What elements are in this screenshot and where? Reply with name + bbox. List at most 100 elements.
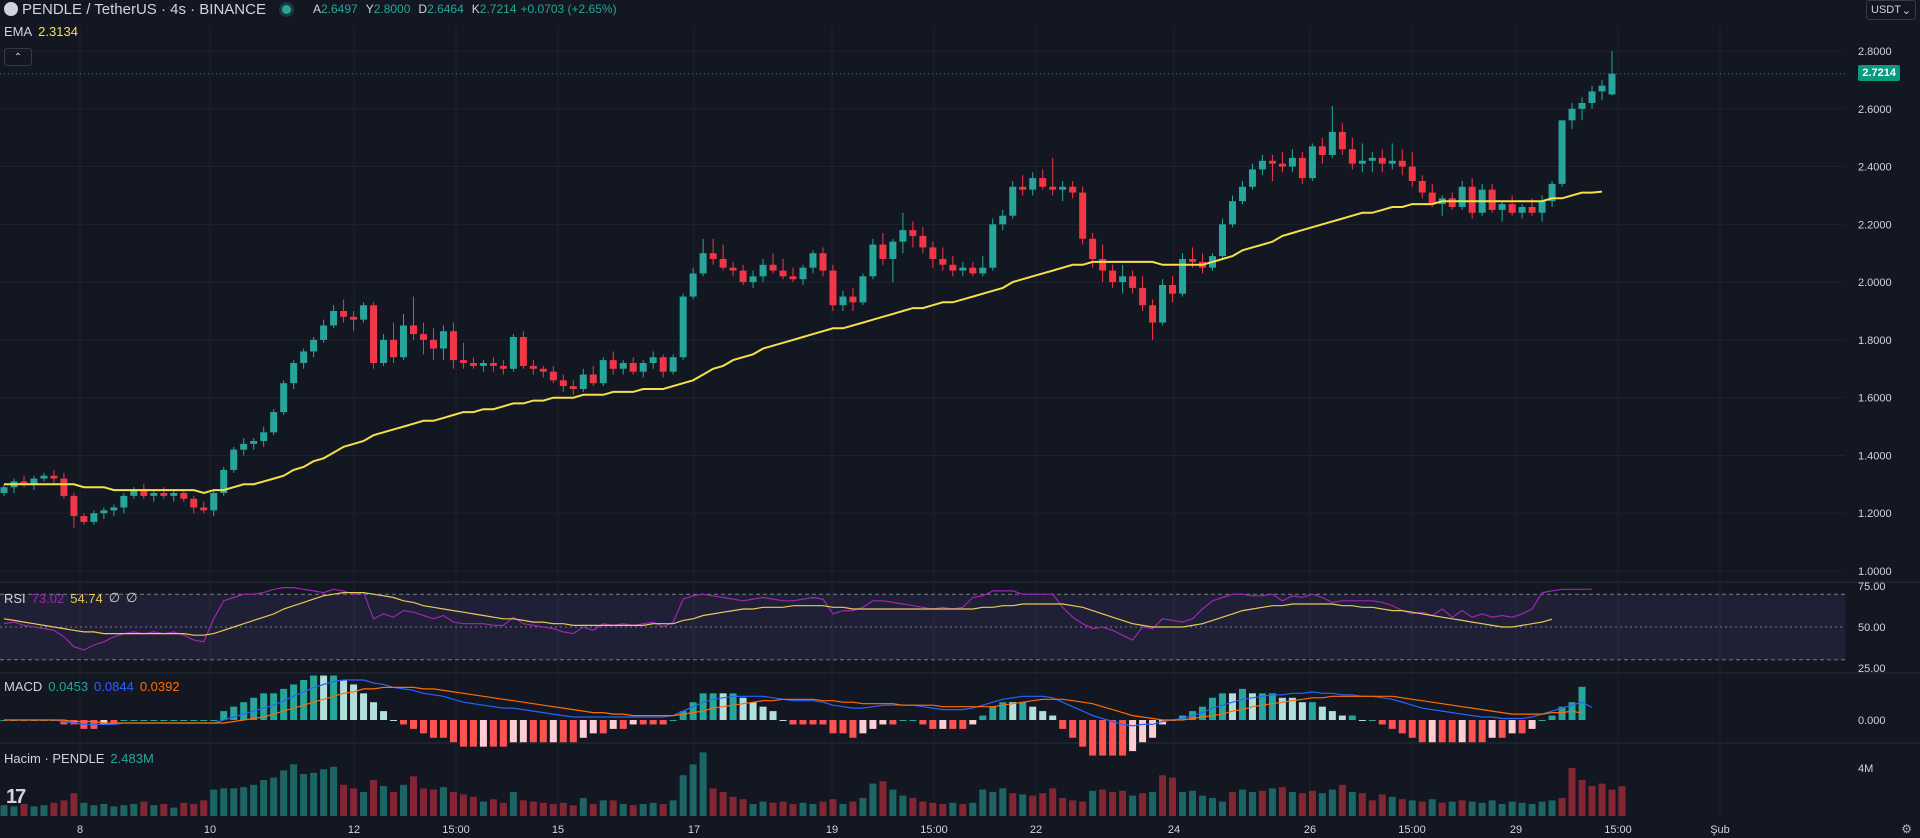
candle-body <box>330 311 338 326</box>
macd-signal-value: 0.0392 <box>139 679 180 694</box>
macd-histogram-bar <box>419 720 427 734</box>
candle-body <box>649 357 657 363</box>
macd-histogram-bar <box>589 720 597 734</box>
close-label: K <box>471 2 480 16</box>
candle-body <box>439 331 447 349</box>
macd-histogram-bar <box>180 720 188 721</box>
candle-body <box>709 253 717 259</box>
currency-select[interactable]: USDT ⌄ <box>1866 0 1916 20</box>
macd-histogram-bar <box>559 720 567 743</box>
symbol-title[interactable]: PENDLE / TetherUS · 4s · BINANCE <box>22 0 266 18</box>
volume-bar <box>579 798 587 816</box>
volume-bar <box>1468 801 1476 816</box>
price-axis-label: 2.2000 <box>1858 219 1892 231</box>
macd-histogram-bar <box>539 720 547 743</box>
macd-histogram-bar <box>579 720 587 738</box>
candle-body <box>489 363 497 366</box>
volume-bar <box>669 800 677 816</box>
macd-histogram-bar <box>779 720 787 721</box>
candle-body <box>1139 287 1147 306</box>
volume-bar <box>50 802 58 816</box>
volume-bar <box>859 798 867 816</box>
time-axis-label: 22 <box>1030 824 1042 836</box>
candle-body <box>1149 305 1157 323</box>
time-axis-label: 15:00 <box>1604 824 1632 836</box>
candle-body <box>609 360 617 369</box>
volume-bar <box>929 802 937 816</box>
macd-histogram-bar <box>459 720 467 747</box>
candle-body <box>499 365 507 369</box>
low-value: 2.6464 <box>427 2 464 16</box>
volume-bar <box>110 806 118 816</box>
macd-histogram-bar <box>290 684 298 720</box>
candle-body <box>959 267 967 271</box>
candle-body <box>1179 259 1187 294</box>
macd-histogram-bar <box>569 720 577 743</box>
macd-histogram-bar <box>210 720 218 721</box>
volume-bar <box>599 800 607 816</box>
candle-body <box>0 487 8 493</box>
macd-histogram-bar <box>979 715 987 720</box>
volume-bar <box>1228 792 1236 816</box>
candle-body <box>1238 186 1246 202</box>
macd-legend[interactable]: MACD 0.0453 0.0844 0.0392 <box>4 679 180 694</box>
volume-bar <box>529 801 537 816</box>
macd-histogram-bar <box>629 720 637 725</box>
candle-body <box>989 224 997 268</box>
candle-body <box>1598 85 1606 92</box>
volume-bar <box>1338 784 1346 816</box>
macd-histogram-bar <box>400 720 408 725</box>
settings-icon[interactable]: ⚙ <box>1901 822 1912 836</box>
candle-body <box>1548 183 1556 202</box>
volume-bar <box>1089 790 1097 816</box>
currency-label: USDT <box>1871 4 1901 16</box>
macd-histogram-bar <box>1049 715 1057 720</box>
candle-body <box>629 363 637 372</box>
candle-body <box>479 363 487 366</box>
volume-bar <box>1258 790 1266 816</box>
macd-histogram-bar <box>729 693 737 720</box>
macd-histogram-bar <box>829 720 837 734</box>
macd-histogram-bar <box>449 720 457 743</box>
candle-body <box>1408 166 1416 181</box>
macd-histogram-bar <box>1129 720 1137 752</box>
volume-bar <box>140 801 148 816</box>
price-axis-label: 1.2000 <box>1858 508 1892 520</box>
candle-body <box>1458 186 1466 207</box>
collapse-legend-button[interactable]: ⌃ <box>4 48 32 66</box>
candle-body <box>60 478 68 496</box>
macd-histogram-bar <box>1408 720 1416 738</box>
volume-bar <box>629 805 637 816</box>
volume-bar <box>1548 800 1556 816</box>
volume-legend[interactable]: Hacim · PENDLE 2.483M <box>4 751 154 766</box>
macd-histogram-bar <box>1218 693 1226 720</box>
tradingview-logo[interactable]: 17 <box>6 786 26 808</box>
macd-histogram-bar <box>1528 720 1536 729</box>
volume-bar <box>1318 793 1326 816</box>
volume-bar <box>939 804 947 816</box>
macd-histogram-bar <box>789 720 797 725</box>
candle-body <box>949 264 957 271</box>
volume-bar <box>1308 790 1316 816</box>
volume-bar <box>1129 795 1137 816</box>
change-value: +0.0703 (+2.65%) <box>520 2 617 16</box>
candle-body <box>260 432 268 441</box>
candle-body <box>619 363 627 369</box>
candle-body <box>1248 169 1256 187</box>
candle-body <box>559 380 567 387</box>
macd-histogram-bar <box>769 711 777 720</box>
rsi-legend[interactable]: RSI 73.02 54.74 ∅ ∅ <box>4 590 137 606</box>
volume-bar <box>250 784 258 816</box>
volume-bar <box>1608 789 1616 816</box>
macd-histogram-bar <box>1438 720 1446 743</box>
volume-bar <box>1059 798 1067 816</box>
candle-body <box>869 244 877 277</box>
volume-bar <box>469 796 477 816</box>
volume-bar <box>989 792 997 816</box>
ema-legend[interactable]: EMA 2.3134 <box>4 24 78 39</box>
volume-bar <box>320 769 328 816</box>
macd-histogram-bar <box>300 680 308 720</box>
macd-histogram-bar <box>949 720 957 729</box>
candle-body <box>1009 186 1017 216</box>
